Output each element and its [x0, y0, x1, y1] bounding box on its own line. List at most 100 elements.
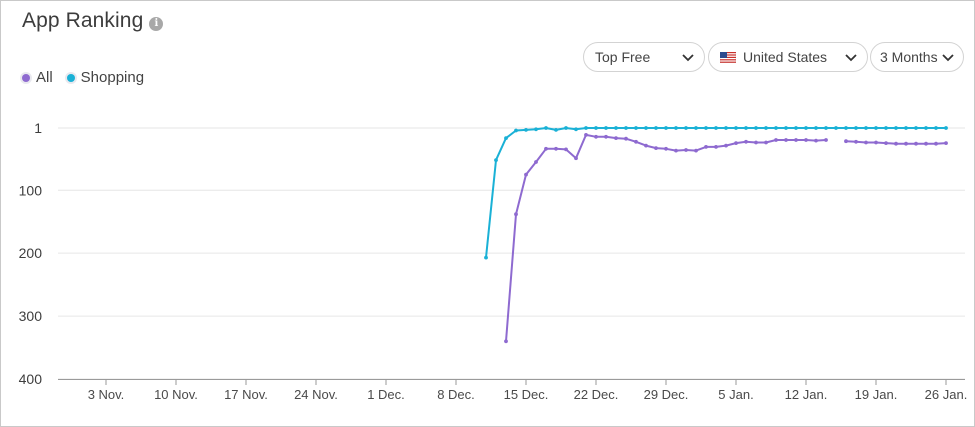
- data-point-all[interactable]: [524, 172, 528, 177]
- data-point-shopping[interactable]: [834, 126, 838, 130]
- data-point-all[interactable]: [764, 140, 768, 145]
- data-point-all[interactable]: [814, 138, 818, 143]
- data-point-shopping[interactable]: [654, 126, 658, 130]
- data-point-shopping[interactable]: [924, 126, 928, 130]
- data-point-shopping[interactable]: [854, 126, 858, 130]
- data-point-shopping[interactable]: [484, 255, 488, 260]
- data-point-all[interactable]: [864, 140, 868, 145]
- data-point-shopping[interactable]: [644, 126, 648, 130]
- data-point-shopping[interactable]: [784, 126, 788, 130]
- data-point-all[interactable]: [704, 145, 708, 149]
- data-point-all[interactable]: [774, 138, 778, 142]
- data-point-shopping[interactable]: [624, 126, 628, 130]
- data-point-shopping[interactable]: [664, 126, 668, 130]
- data-point-all[interactable]: [804, 138, 808, 142]
- data-point-all[interactable]: [504, 339, 508, 344]
- data-point-all[interactable]: [654, 146, 658, 151]
- data-point-shopping[interactable]: [684, 126, 688, 130]
- data-point-shopping[interactable]: [814, 126, 818, 130]
- data-point-shopping[interactable]: [534, 127, 538, 132]
- data-point-shopping[interactable]: [494, 158, 498, 163]
- data-point-all[interactable]: [914, 141, 918, 146]
- data-point-shopping[interactable]: [884, 126, 888, 130]
- info-icon[interactable]: i: [149, 16, 164, 31]
- data-point-shopping[interactable]: [904, 126, 908, 130]
- legend-item-shopping[interactable]: Shopping: [66, 69, 145, 86]
- data-point-all[interactable]: [794, 138, 798, 142]
- data-point-all[interactable]: [784, 138, 788, 142]
- data-point-shopping[interactable]: [564, 126, 568, 130]
- data-point-all[interactable]: [724, 143, 728, 148]
- data-point-shopping[interactable]: [944, 126, 948, 130]
- data-point-shopping[interactable]: [704, 126, 708, 130]
- data-point-all[interactable]: [624, 136, 628, 141]
- data-point-shopping[interactable]: [844, 126, 848, 130]
- data-point-shopping[interactable]: [514, 128, 518, 133]
- data-point-shopping[interactable]: [804, 126, 808, 130]
- data-point-all[interactable]: [564, 147, 568, 152]
- data-point-shopping[interactable]: [714, 126, 718, 130]
- data-point-all[interactable]: [694, 148, 698, 153]
- data-point-shopping[interactable]: [864, 126, 868, 130]
- data-point-all[interactable]: [924, 141, 928, 146]
- data-point-all[interactable]: [844, 139, 848, 144]
- data-point-all[interactable]: [664, 146, 668, 151]
- y-tick-label: 100: [19, 182, 43, 198]
- legend-item-all[interactable]: All: [22, 69, 53, 86]
- data-point-shopping[interactable]: [734, 126, 738, 130]
- data-point-shopping[interactable]: [634, 126, 638, 130]
- data-point-shopping[interactable]: [524, 127, 528, 132]
- data-point-shopping[interactable]: [694, 126, 698, 130]
- data-point-all[interactable]: [894, 141, 898, 146]
- data-point-shopping[interactable]: [574, 127, 578, 132]
- data-point-shopping[interactable]: [674, 126, 678, 130]
- data-point-all[interactable]: [574, 156, 578, 161]
- data-point-shopping[interactable]: [724, 126, 728, 130]
- data-point-all[interactable]: [854, 139, 858, 144]
- data-point-shopping[interactable]: [754, 126, 758, 130]
- data-point-all[interactable]: [544, 146, 548, 151]
- data-point-all[interactable]: [644, 143, 648, 148]
- data-point-shopping[interactable]: [774, 126, 778, 130]
- data-point-all[interactable]: [744, 139, 748, 144]
- data-point-all[interactable]: [754, 140, 758, 145]
- data-point-all[interactable]: [614, 136, 618, 141]
- data-point-all[interactable]: [934, 141, 938, 146]
- legend-label-shopping: Shopping: [80, 69, 145, 86]
- data-point-all[interactable]: [534, 160, 538, 164]
- data-point-all[interactable]: [944, 141, 948, 146]
- data-point-all[interactable]: [714, 145, 718, 149]
- data-point-all[interactable]: [734, 141, 738, 146]
- data-point-shopping[interactable]: [544, 126, 548, 130]
- data-point-shopping[interactable]: [744, 126, 748, 130]
- time-range-dropdown[interactable]: 3 Months: [870, 42, 964, 72]
- data-point-all[interactable]: [884, 141, 888, 146]
- country-dropdown[interactable]: United States: [708, 42, 868, 72]
- data-point-all[interactable]: [874, 140, 878, 145]
- chart-type-dropdown[interactable]: Top Free: [583, 42, 705, 72]
- data-point-all[interactable]: [584, 133, 588, 137]
- data-point-shopping[interactable]: [914, 126, 918, 130]
- data-point-shopping[interactable]: [504, 136, 508, 141]
- data-point-shopping[interactable]: [764, 126, 768, 130]
- y-tick-label: 400: [19, 371, 43, 387]
- data-point-shopping[interactable]: [874, 126, 878, 130]
- data-point-all[interactable]: [594, 134, 598, 139]
- data-point-shopping[interactable]: [794, 126, 798, 130]
- data-point-shopping[interactable]: [604, 126, 608, 130]
- data-point-all[interactable]: [904, 141, 908, 146]
- data-point-all[interactable]: [824, 138, 828, 142]
- data-point-shopping[interactable]: [894, 126, 898, 130]
- data-point-shopping[interactable]: [554, 127, 558, 132]
- data-point-shopping[interactable]: [584, 126, 588, 130]
- data-point-shopping[interactable]: [824, 126, 828, 130]
- data-point-shopping[interactable]: [934, 126, 938, 130]
- data-point-all[interactable]: [604, 134, 608, 139]
- data-point-shopping[interactable]: [594, 126, 598, 130]
- data-point-all[interactable]: [514, 212, 518, 217]
- data-point-all[interactable]: [684, 148, 688, 152]
- data-point-all[interactable]: [674, 148, 678, 153]
- data-point-shopping[interactable]: [614, 126, 618, 130]
- data-point-all[interactable]: [554, 146, 558, 151]
- data-point-all[interactable]: [634, 139, 638, 144]
